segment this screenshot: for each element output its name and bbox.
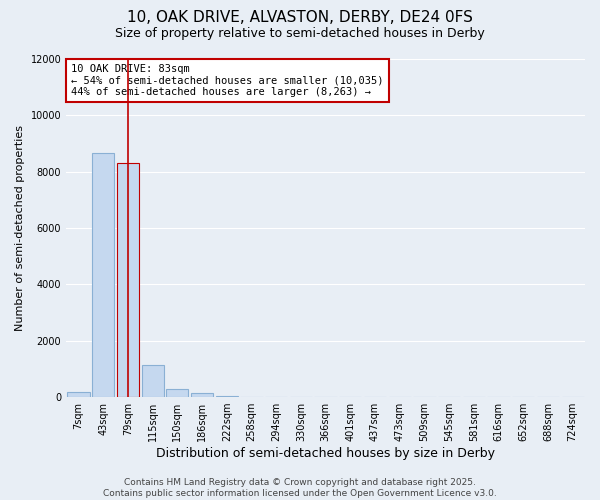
Bar	[117, 163, 139, 397]
Text: 10 OAK DRIVE: 83sqm
← 54% of semi-detached houses are smaller (10,035)
44% of se: 10 OAK DRIVE: 83sqm ← 54% of semi-detach…	[71, 64, 384, 98]
Bar	[215, 396, 238, 397]
Y-axis label: Number of semi-detached properties: Number of semi-detached properties	[15, 125, 25, 331]
Bar	[166, 388, 188, 397]
Bar	[67, 392, 89, 397]
Bar	[191, 394, 213, 397]
X-axis label: Distribution of semi-detached houses by size in Derby: Distribution of semi-detached houses by …	[156, 447, 495, 460]
Text: Size of property relative to semi-detached houses in Derby: Size of property relative to semi-detach…	[115, 28, 485, 40]
Text: Contains HM Land Registry data © Crown copyright and database right 2025.
Contai: Contains HM Land Registry data © Crown c…	[103, 478, 497, 498]
Bar	[142, 364, 164, 397]
Bar	[92, 154, 115, 397]
Text: 10, OAK DRIVE, ALVASTON, DERBY, DE24 0FS: 10, OAK DRIVE, ALVASTON, DERBY, DE24 0FS	[127, 10, 473, 25]
